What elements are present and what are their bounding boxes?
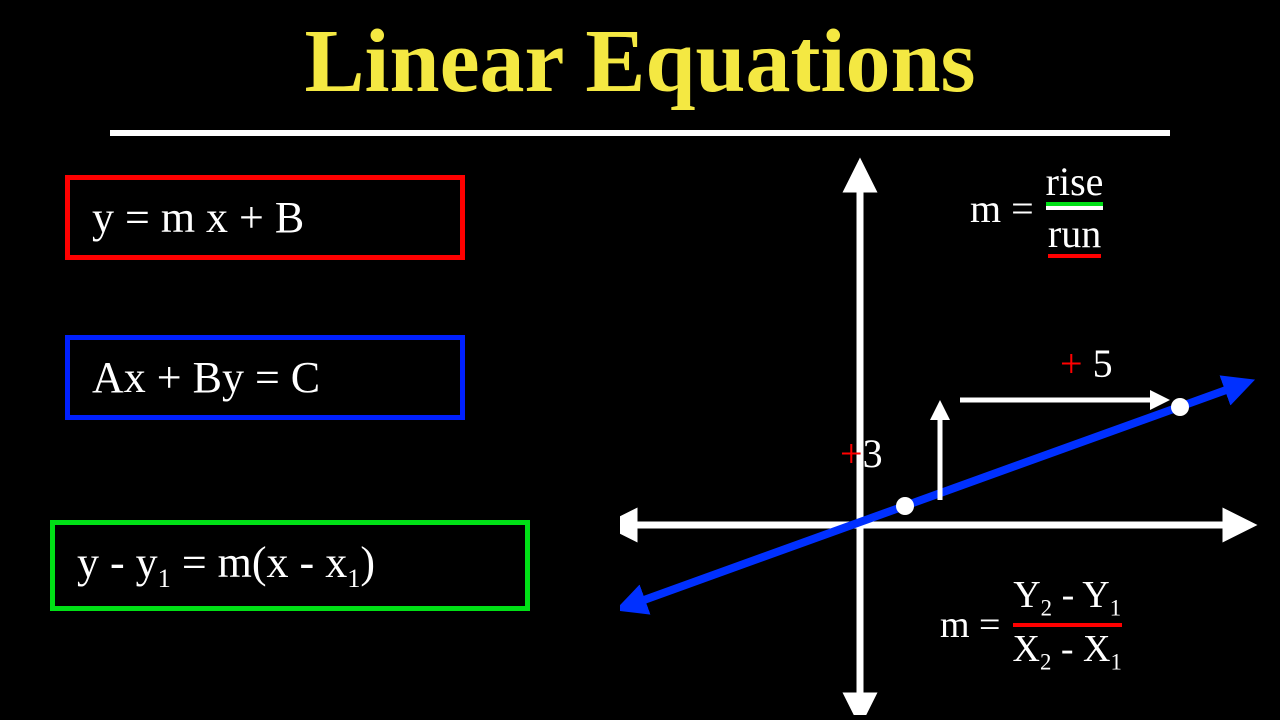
plus-sign: +	[1060, 341, 1083, 386]
denominator: X2 - X1	[1013, 629, 1122, 675]
equation-point-slope: y - y1 = m(x - x1)	[50, 520, 530, 611]
fraction: rise run	[1046, 160, 1104, 256]
rise-value: 3	[863, 431, 883, 476]
graph-point	[1171, 398, 1189, 416]
rise-underline	[1046, 202, 1104, 206]
numerator: rise	[1046, 160, 1104, 204]
page-title: Linear Equations	[304, 10, 975, 113]
denominator-text: run	[1048, 211, 1101, 256]
plus-sign: +	[840, 431, 863, 476]
slope-coordinate-formula: m = Y2 - Y1 X2 - X1	[940, 575, 1122, 674]
slope-rise-run-formula: m = rise run	[970, 160, 1103, 256]
graph-point	[896, 497, 914, 515]
title-text: Linear Equations	[304, 12, 975, 111]
run-annotation: + 5	[1060, 340, 1113, 387]
equation-text: y - y1 = m(x - x1)	[77, 538, 375, 587]
numerator-text: rise	[1046, 159, 1104, 204]
rise-annotation: +3	[840, 430, 883, 477]
fraction-bar	[1013, 623, 1122, 627]
equation-text: Ax + By = C	[92, 353, 320, 402]
equation-slope-intercept: y = m x + B	[65, 175, 465, 260]
m-equals-label: m =	[970, 185, 1034, 232]
numerator: Y2 - Y1	[1013, 575, 1121, 621]
fraction: Y2 - Y1 X2 - X1	[1013, 575, 1122, 674]
equation-text: y = m x + B	[92, 193, 304, 242]
equation-standard-form: Ax + By = C	[65, 335, 465, 420]
title-underline	[110, 130, 1170, 136]
run-value: 5	[1083, 341, 1113, 386]
m-equals-label: m =	[940, 603, 1001, 647]
denominator: run	[1048, 212, 1101, 256]
graph-line	[630, 385, 1240, 605]
run-underline	[1048, 254, 1101, 258]
fraction-bar	[1046, 206, 1104, 210]
